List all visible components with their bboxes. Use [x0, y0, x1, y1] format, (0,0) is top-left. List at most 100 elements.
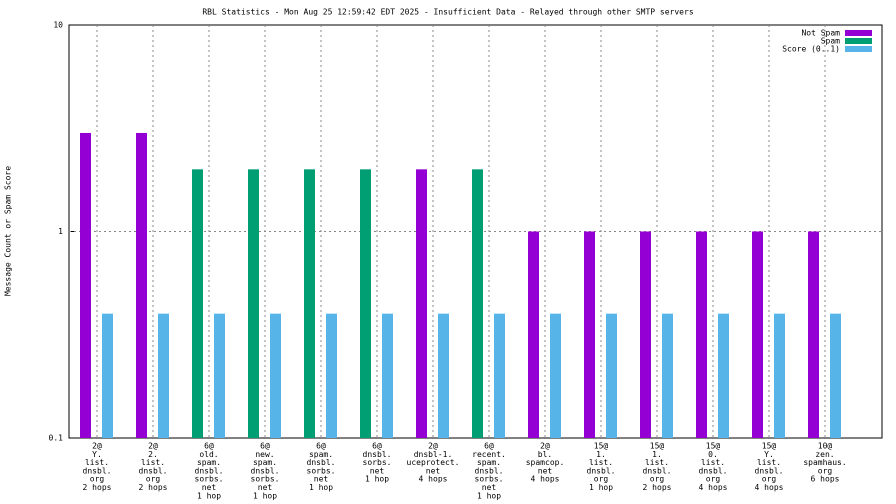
- x-tick-label: list.: [589, 458, 613, 467]
- x-tick-label: 6 hops: [811, 475, 840, 484]
- x-tick-label: spam.: [309, 450, 333, 459]
- x-tick-label: org: [762, 475, 777, 484]
- x-tick-label: 1 hop: [309, 483, 333, 492]
- bar: [606, 313, 617, 438]
- x-tick-label: dnsbl.: [195, 466, 224, 475]
- x-tick-label: dnsbl.: [139, 466, 168, 475]
- x-tick-label: dnsbl.: [643, 466, 672, 475]
- x-tick-label: 0.: [708, 450, 718, 459]
- bar: [214, 313, 225, 438]
- y-tick-label: 0.1: [49, 434, 64, 443]
- x-tick-label: spam.: [197, 458, 221, 467]
- x-tick-label: sorbs.: [195, 475, 224, 484]
- bar: [640, 231, 651, 438]
- bar: [304, 169, 315, 438]
- x-tick-label: 4 hops: [755, 483, 784, 492]
- bar: [102, 313, 113, 438]
- bar: [270, 313, 281, 438]
- x-tick-label: 6@: [484, 442, 494, 451]
- x-tick-label: sorbs.: [475, 475, 504, 484]
- x-tick-label: 2@: [92, 442, 102, 451]
- x-tick-label: org: [594, 475, 609, 484]
- x-tick-label: spamhaus.: [803, 458, 846, 467]
- x-tick-label: dnsbl.: [475, 466, 504, 475]
- legend-swatch: [845, 46, 872, 52]
- legend-label: Score (0..1): [782, 45, 840, 54]
- bar: [808, 231, 819, 438]
- x-tick-label: 1 hop: [477, 491, 501, 500]
- x-tick-label: dnsbl.: [363, 450, 392, 459]
- x-tick-label: dnsbl.: [755, 466, 784, 475]
- x-tick-label: 15@: [594, 442, 609, 451]
- x-tick-label: old.: [199, 450, 218, 459]
- bar: [584, 231, 595, 438]
- x-tick-label: spamcop.: [526, 458, 565, 467]
- x-tick-label: net: [314, 475, 329, 484]
- x-tick-label: org: [706, 475, 721, 484]
- x-tick-label: 4 hops: [531, 475, 560, 484]
- legend-label: Spam: [821, 37, 840, 46]
- x-tick-label: 2@: [148, 442, 158, 451]
- x-tick-label: uceprotect.: [407, 458, 460, 467]
- x-tick-label: 1 hop: [197, 491, 221, 500]
- chart-title: RBL Statistics - Mon Aug 25 12:59:42 EDT…: [202, 8, 693, 17]
- x-tick-label: 2@: [540, 442, 550, 451]
- bar: [472, 169, 483, 438]
- x-tick-label: net: [370, 466, 385, 475]
- x-tick-label: list.: [141, 458, 165, 467]
- x-tick-label: 15@: [762, 442, 777, 451]
- x-tick-label: 4 hops: [699, 483, 728, 492]
- x-tick-label: 2 hops: [139, 483, 168, 492]
- x-tick-label: dnsbl.: [251, 466, 280, 475]
- legend-swatch: [845, 30, 872, 36]
- x-tick-label: zen.: [815, 450, 834, 459]
- x-tick-label: new.: [255, 450, 274, 459]
- bar: [248, 169, 259, 438]
- x-tick-label: 1 hop: [589, 483, 613, 492]
- x-tick-label: 1.: [596, 450, 606, 459]
- x-tick-label: 6@: [372, 442, 382, 451]
- x-tick-label: list.: [85, 458, 109, 467]
- x-tick-label: 2@: [428, 442, 438, 451]
- x-tick-label: list.: [757, 458, 781, 467]
- x-tick-label: 1 hop: [253, 491, 277, 500]
- x-tick-label: Y.: [764, 450, 774, 459]
- y-tick-label: 1: [58, 227, 63, 236]
- x-tick-label: sorbs.: [363, 458, 392, 467]
- x-tick-label: net: [482, 483, 497, 492]
- x-tick-label: net: [538, 466, 553, 475]
- bar: [774, 313, 785, 438]
- x-tick-label: sorbs.: [307, 466, 336, 475]
- x-tick-label: list.: [701, 458, 725, 467]
- x-tick-label: spam.: [253, 458, 277, 467]
- x-tick-label: 15@: [706, 442, 721, 451]
- bar: [136, 132, 147, 438]
- x-tick-label: 4 hops: [419, 475, 448, 484]
- x-tick-label: 2 hops: [643, 483, 672, 492]
- x-tick-label: net: [258, 483, 273, 492]
- bar: [382, 313, 393, 438]
- x-tick-label: 6@: [316, 442, 326, 451]
- bar: [696, 231, 707, 438]
- legend-label: Not Spam: [801, 29, 840, 38]
- y-tick-label: 10: [53, 21, 63, 30]
- x-tick-label: org: [90, 475, 105, 484]
- x-tick-label: 1 hop: [365, 475, 389, 484]
- bar: [830, 313, 841, 438]
- x-tick-label: 10@: [818, 442, 833, 451]
- bar: [718, 313, 729, 438]
- x-tick-label: net: [202, 483, 217, 492]
- x-tick-label: bl.: [538, 450, 552, 459]
- bar: [494, 313, 505, 438]
- bar: [326, 313, 337, 438]
- bar: [438, 313, 449, 438]
- x-tick-label: dnsbl.: [699, 466, 728, 475]
- bar: [416, 169, 427, 438]
- x-tick-label: dnsbl.: [587, 466, 616, 475]
- x-tick-label: 1.: [652, 450, 662, 459]
- x-tick-label: dnsbl-1.: [414, 450, 453, 459]
- x-tick-label: 15@: [650, 442, 665, 451]
- bar: [662, 313, 673, 438]
- bar: [192, 169, 203, 438]
